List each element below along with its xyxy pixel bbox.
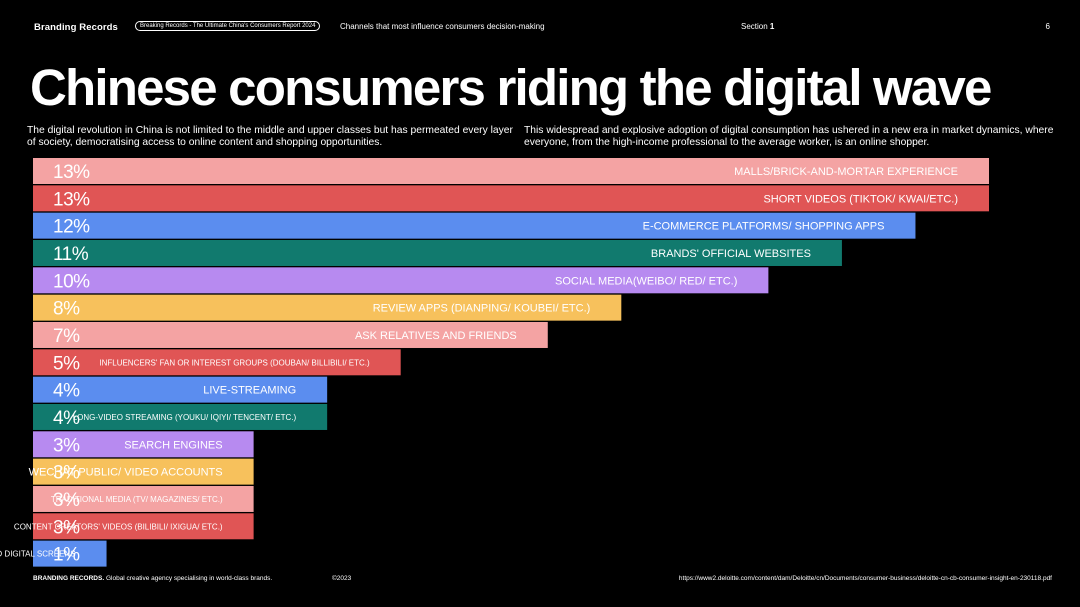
bar-category-label-14: CONTENT CREATORS' VIDEOS (BILIBILI/ IXIG… <box>14 522 223 531</box>
page-title: Chinese consumers riding the digital wav… <box>30 59 992 116</box>
intro-right-text: This widespread and explosive adoption o… <box>524 125 1054 148</box>
bar-category-label-3: E-COMMERCE PLATFORMS/ SHOPPING APPS <box>643 221 885 233</box>
bar-7 <box>33 321 548 348</box>
bar-value-label-6: 8% <box>53 299 80 320</box>
bar-value-label-11: 3% <box>53 435 80 456</box>
bar-9 <box>33 376 328 403</box>
brand-name: Branding Records <box>34 22 118 33</box>
bar-1 <box>33 158 989 184</box>
bar-value-label-13: 3% <box>53 490 80 511</box>
bar-value-label-10: 4% <box>53 408 80 429</box>
bar-category-label-1: MALLS/BRICK-AND-MORTAR EXPERIENCE <box>734 166 958 178</box>
bar-category-label-9: LIVE-STREAMING <box>203 385 296 397</box>
bar-value-label-9: 4% <box>53 381 80 402</box>
top-bar: Branding Records Breaking Records - The … <box>34 21 1050 36</box>
bar-category-label-6: REVIEW APPS (DIANPING/ KOUBEI/ ETC.) <box>373 303 591 315</box>
bar-13 <box>33 485 254 512</box>
bar-6 <box>33 294 622 321</box>
bar-value-label-12: 3% <box>53 463 80 484</box>
bar-value-label-1: 13% <box>53 162 90 183</box>
bar-category-label-12: WECHAT PUBLIC/ VIDEO ACCOUNTS <box>29 467 223 479</box>
section-number: 1 <box>769 22 775 31</box>
bar-category-label-8: INFLUENCERS' FAN OR INTEREST GROUPS (DOU… <box>99 358 370 367</box>
bar-value-label-15: 1% <box>53 545 80 566</box>
bar-15 <box>33 540 107 567</box>
footer: BRANDING RECORDS. Global creative agency… <box>33 575 1052 585</box>
bar-category-label-2: SHORT VIDEOS (TIKTOK/ KWAI/ETC.) <box>763 193 958 205</box>
bar-3 <box>33 212 916 239</box>
footer-copyright: ©2023 <box>332 575 352 582</box>
bar-4 <box>33 239 842 266</box>
bar-10 <box>33 403 328 430</box>
bar-category-label-7: ASK RELATIVES AND FRIENDS <box>355 330 517 342</box>
bar-value-label-14: 3% <box>53 517 80 538</box>
bar-5 <box>33 267 769 294</box>
topic-label: Channels that most influence consumers d… <box>340 22 545 31</box>
bar-category-label-13: TRADITIONAL MEDIA (TV/ MAGAZINES/ ETC.) <box>51 495 223 504</box>
bar-value-label-8: 5% <box>53 353 80 374</box>
bar-8 <box>33 349 401 376</box>
footer-brand: BRANDING RECORDS. <box>33 575 105 582</box>
bar-12 <box>33 458 254 485</box>
footer-tagline: Global creative agency specialising in w… <box>104 575 273 582</box>
bar-value-label-7: 7% <box>53 326 80 347</box>
bar-11 <box>33 431 254 458</box>
bar-category-label-11: SEARCH ENGINES <box>124 439 222 451</box>
bar-category-label-4: BRANDS' OFFICIAL WEBSITES <box>651 248 811 260</box>
report-pill: Breaking Records - The Ultimate China's … <box>135 21 321 31</box>
section-word: Section <box>741 22 768 31</box>
bar-value-label-2: 13% <box>53 189 90 210</box>
footer-source-url: https://www2.deloitte.com/content/dam/De… <box>678 575 1052 582</box>
bar-2 <box>33 185 989 212</box>
intro-left-text: The digital revolution in China is not l… <box>27 125 513 148</box>
bar-14 <box>33 513 254 540</box>
bar-value-label-4: 11% <box>53 244 89 265</box>
page-number: 6 <box>1045 22 1050 31</box>
bar-value-label-5: 10% <box>53 271 90 292</box>
bar-value-label-3: 12% <box>53 217 90 238</box>
bar-category-label-10: LONG-VIDEO STREAMING (YOUKU/ IQIYI/ TENC… <box>73 413 297 422</box>
footer-brand-line: BRANDING RECORDS. Global creative agency… <box>33 575 272 582</box>
section-label: Section 1 <box>741 22 774 31</box>
bar-category-label-5: SOCIAL MEDIA(WEIBO/ RED/ ETC.) <box>555 275 737 287</box>
bar-category-label-15: BILLBOARDS AND DIGITAL SCREENS <box>0 550 76 559</box>
